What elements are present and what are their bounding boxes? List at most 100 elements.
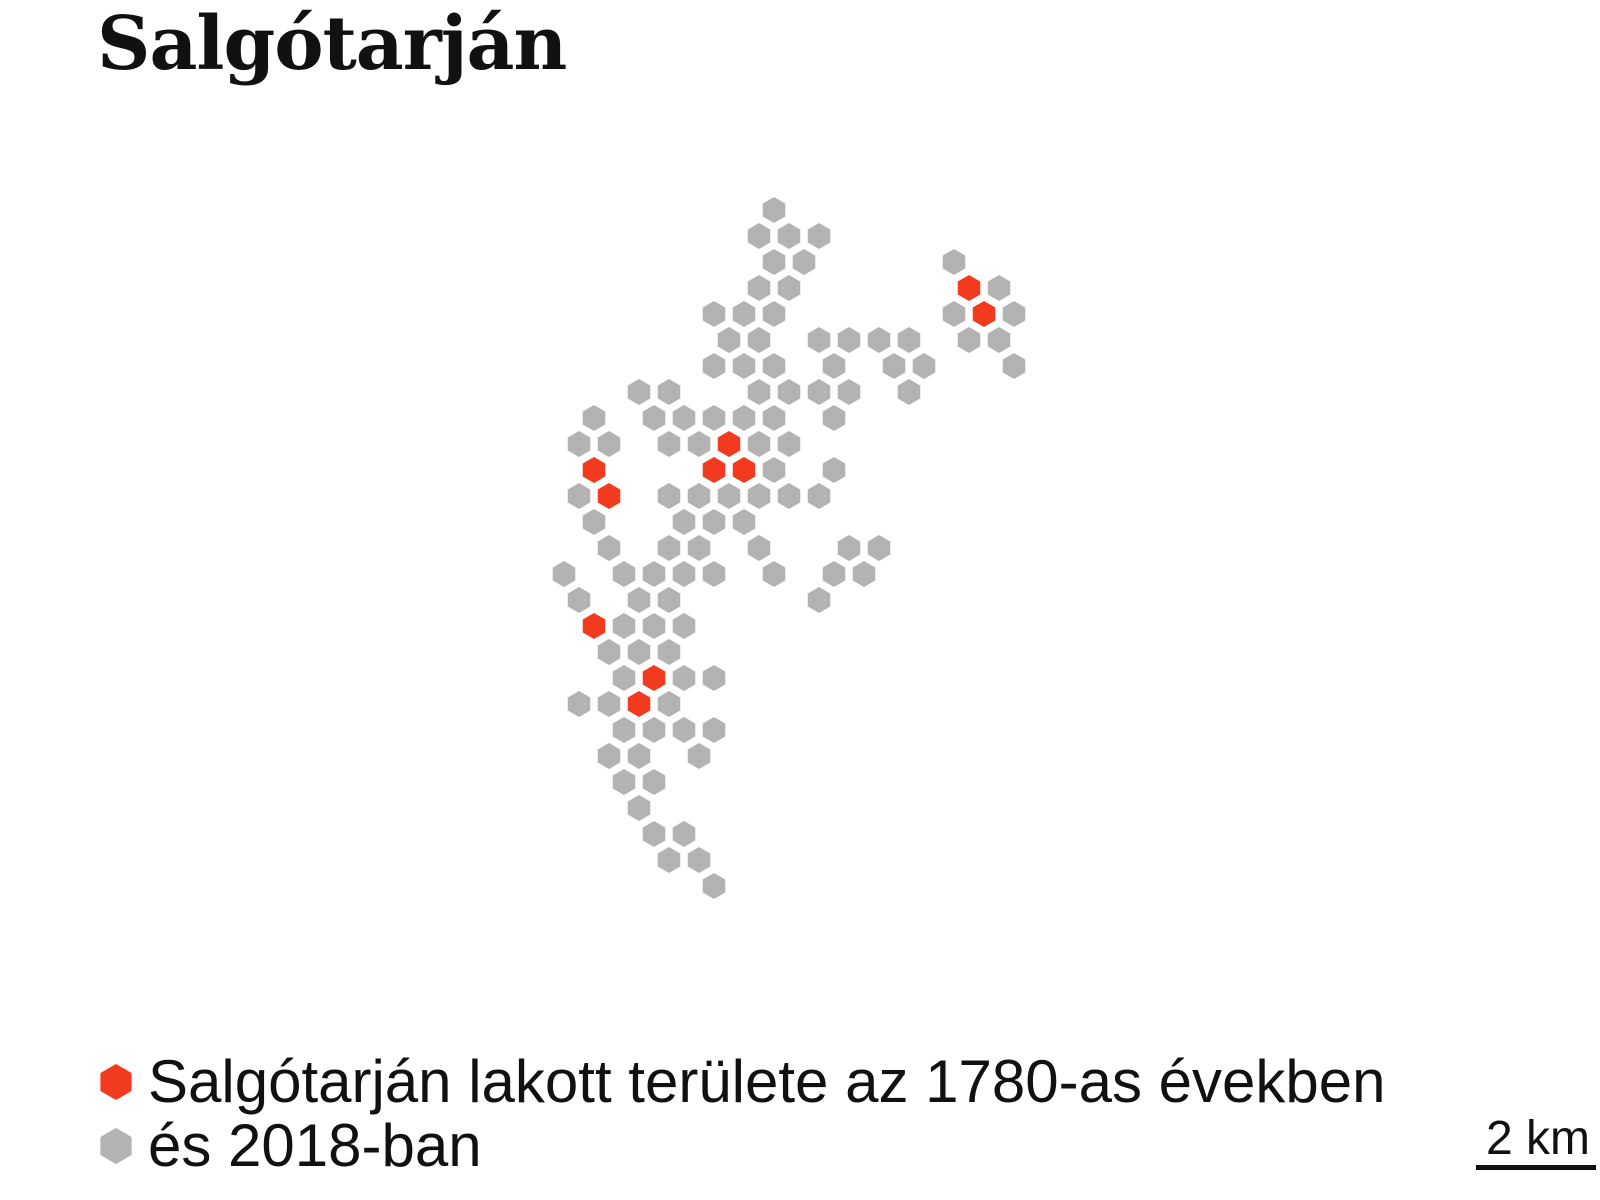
hex-cell-2018 bbox=[777, 275, 801, 301]
hex-cell-2018 bbox=[867, 327, 891, 353]
hex-cell-2018 bbox=[717, 483, 741, 509]
hex-cell-2018 bbox=[642, 561, 666, 587]
hex-cell-2018 bbox=[837, 535, 861, 561]
hex-cell-2018 bbox=[642, 717, 666, 743]
hex-cell-2018 bbox=[672, 717, 696, 743]
hex-cell-2018 bbox=[567, 691, 591, 717]
hex-cell-2018 bbox=[897, 379, 921, 405]
hex-cell-2018 bbox=[807, 327, 831, 353]
hex-cell-2018 bbox=[1002, 301, 1026, 327]
hex-cell-2018 bbox=[747, 431, 771, 457]
scale-bar: 2 km bbox=[1476, 1115, 1596, 1170]
hex-cell-2018 bbox=[762, 249, 786, 275]
hex-cell-1780 bbox=[717, 431, 741, 457]
hex-cell-2018 bbox=[657, 587, 681, 613]
hex-cell-2018 bbox=[597, 431, 621, 457]
hex-cell-2018 bbox=[672, 405, 696, 431]
hex-cell-2018 bbox=[792, 249, 816, 275]
hex-cell-1780 bbox=[732, 457, 756, 483]
hex-cell-2018 bbox=[837, 327, 861, 353]
hex-cell-2018 bbox=[612, 665, 636, 691]
hex-cell-2018 bbox=[762, 561, 786, 587]
hex-cell-2018 bbox=[1002, 353, 1026, 379]
scale-line bbox=[1476, 1165, 1596, 1170]
hex-cell-2018 bbox=[867, 535, 891, 561]
hex-cell-2018 bbox=[567, 431, 591, 457]
hex-cell-2018 bbox=[882, 353, 906, 379]
hex-cell-2018 bbox=[702, 717, 726, 743]
hex-cell-2018 bbox=[702, 353, 726, 379]
hex-cell-2018 bbox=[807, 379, 831, 405]
hex-cell-2018 bbox=[582, 509, 606, 535]
hex-cell-2018 bbox=[687, 743, 711, 769]
hex-cell-2018 bbox=[642, 821, 666, 847]
hex-cell-2018 bbox=[702, 561, 726, 587]
hex-cell-2018 bbox=[717, 327, 741, 353]
hex-cell-2018 bbox=[672, 821, 696, 847]
hex-cell-2018 bbox=[762, 457, 786, 483]
hex-cell-2018 bbox=[657, 691, 681, 717]
scale-label: 2 km bbox=[1485, 1112, 1590, 1165]
hex-cell-2018 bbox=[627, 639, 651, 665]
hex-cell-1780 bbox=[597, 483, 621, 509]
hex-cell-2018 bbox=[807, 483, 831, 509]
hex-cell-2018 bbox=[642, 613, 666, 639]
gray-hexagon-icon bbox=[100, 1128, 132, 1164]
hex-cell-2018 bbox=[567, 587, 591, 613]
hex-cell-2018 bbox=[627, 587, 651, 613]
hex-cell-2018 bbox=[657, 639, 681, 665]
hex-cell-2018 bbox=[657, 483, 681, 509]
hex-cell-2018 bbox=[822, 405, 846, 431]
hex-cell-2018 bbox=[627, 743, 651, 769]
hex-cell-2018 bbox=[687, 483, 711, 509]
hex-cell-2018 bbox=[612, 613, 636, 639]
hex-cell-2018 bbox=[567, 483, 591, 509]
hex-cell-2018 bbox=[702, 509, 726, 535]
hex-cell-2018 bbox=[612, 769, 636, 795]
legend-item-historic: Salgótarján lakott területe az 1780-as é… bbox=[98, 1050, 1385, 1114]
red-hexagon-icon bbox=[100, 1064, 132, 1100]
hex-cell-2018 bbox=[702, 665, 726, 691]
hex-cell-2018 bbox=[642, 405, 666, 431]
hex-cell-2018 bbox=[732, 405, 756, 431]
hex-cell-2018 bbox=[837, 379, 861, 405]
hex-cell-2018 bbox=[627, 379, 651, 405]
hex-cell-2018 bbox=[732, 301, 756, 327]
hex-cell-2018 bbox=[687, 847, 711, 873]
hex-cell-2018 bbox=[657, 431, 681, 457]
hex-cell-2018 bbox=[747, 483, 771, 509]
hex-cell-2018 bbox=[897, 327, 921, 353]
hex-cell-2018 bbox=[657, 535, 681, 561]
hex-cell-1780 bbox=[627, 691, 651, 717]
hex-cell-2018 bbox=[762, 353, 786, 379]
hex-cell-1780 bbox=[582, 457, 606, 483]
hex-cell-2018 bbox=[807, 587, 831, 613]
hex-cell-2018 bbox=[672, 509, 696, 535]
hex-cell-2018 bbox=[912, 353, 936, 379]
hex-cell-2018 bbox=[777, 483, 801, 509]
hex-cell-2018 bbox=[807, 223, 831, 249]
hex-cell-2018 bbox=[627, 795, 651, 821]
hex-cell-2018 bbox=[777, 223, 801, 249]
hex-cell-2018 bbox=[822, 457, 846, 483]
legend-label-historic: Salgótarján lakott területe az 1780-as é… bbox=[148, 1048, 1386, 1115]
hex-cell-2018 bbox=[672, 665, 696, 691]
hex-cell-2018 bbox=[672, 613, 696, 639]
hex-cell-2018 bbox=[942, 301, 966, 327]
hex-cell-2018 bbox=[702, 405, 726, 431]
hex-cell-2018 bbox=[597, 639, 621, 665]
hex-cell-1780 bbox=[972, 301, 996, 327]
hex-cell-2018 bbox=[762, 197, 786, 223]
hex-cell-2018 bbox=[942, 249, 966, 275]
hex-cell-2018 bbox=[987, 275, 1011, 301]
map-title: Salgótarján bbox=[97, 1, 567, 87]
hex-cell-2018 bbox=[777, 379, 801, 405]
hex-cell-2018 bbox=[552, 561, 576, 587]
hex-cell-2018 bbox=[702, 873, 726, 899]
hex-cell-2018 bbox=[597, 535, 621, 561]
hex-cell-2018 bbox=[747, 535, 771, 561]
hex-cell-2018 bbox=[852, 561, 876, 587]
hex-cell-2018 bbox=[747, 327, 771, 353]
hex-cell-2018 bbox=[987, 327, 1011, 353]
